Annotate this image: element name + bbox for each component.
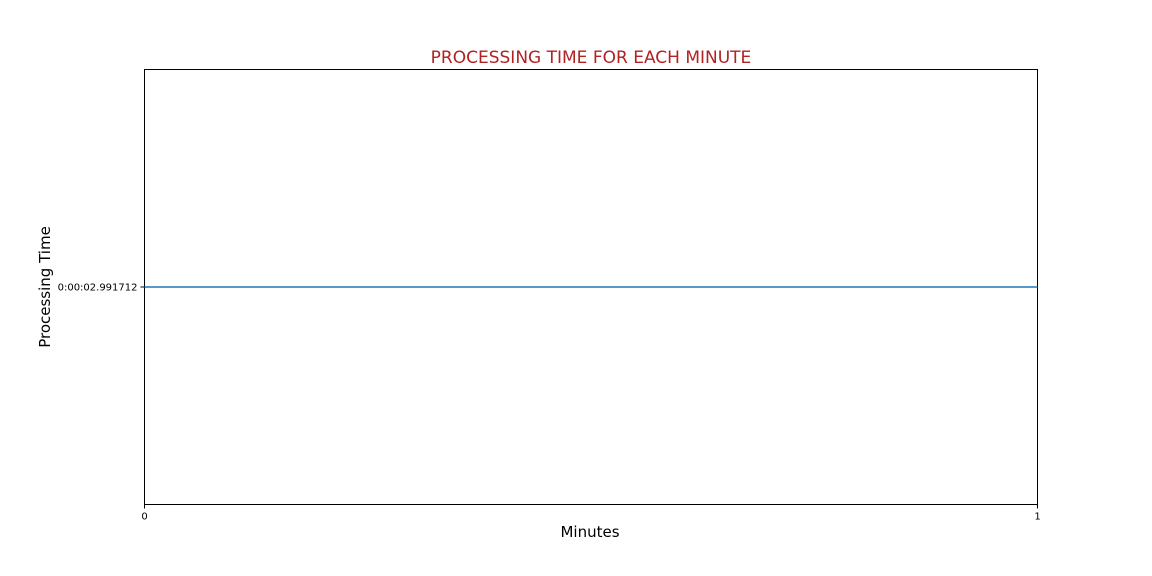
y-axis-label: Processing Time — [36, 226, 54, 348]
chart-title: PROCESSING TIME FOR EACH MINUTE — [431, 48, 752, 68]
y-tick-label: 0:00:02.991712 — [58, 283, 138, 294]
y-axis-ticks: 0:00:02.991712 — [58, 283, 145, 294]
x-axis-label: Minutes — [560, 523, 619, 541]
x-tick-label: 1 — [1034, 512, 1040, 523]
x-tick-label: 0 — [141, 512, 147, 523]
